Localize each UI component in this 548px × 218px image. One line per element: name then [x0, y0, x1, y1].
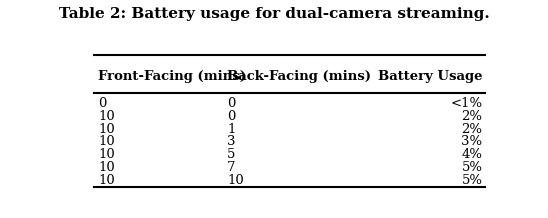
- Text: 0: 0: [227, 110, 236, 123]
- Text: 10: 10: [98, 123, 115, 136]
- Text: 10: 10: [98, 161, 115, 174]
- Text: 0: 0: [227, 97, 236, 110]
- Text: <1%: <1%: [450, 97, 483, 110]
- Text: 4%: 4%: [461, 148, 483, 162]
- Text: 10: 10: [98, 135, 115, 148]
- Text: Front-Facing (mins): Front-Facing (mins): [98, 70, 246, 83]
- Text: 7: 7: [227, 161, 236, 174]
- Text: 2%: 2%: [461, 110, 483, 123]
- Text: Table 2: Battery usage for dual-camera streaming.: Table 2: Battery usage for dual-camera s…: [59, 7, 489, 20]
- Text: Battery Usage: Battery Usage: [378, 70, 483, 83]
- Text: 2%: 2%: [461, 123, 483, 136]
- Text: 5%: 5%: [461, 161, 483, 174]
- Text: 10: 10: [98, 148, 115, 162]
- Text: 3%: 3%: [461, 135, 483, 148]
- Text: 10: 10: [98, 174, 115, 187]
- Text: 5%: 5%: [461, 174, 483, 187]
- Text: 10: 10: [227, 174, 244, 187]
- Text: 3: 3: [227, 135, 236, 148]
- Text: 1: 1: [227, 123, 236, 136]
- Text: 10: 10: [98, 110, 115, 123]
- Text: Back-Facing (mins): Back-Facing (mins): [227, 70, 371, 83]
- Text: 5: 5: [227, 148, 236, 162]
- Text: 0: 0: [98, 97, 107, 110]
